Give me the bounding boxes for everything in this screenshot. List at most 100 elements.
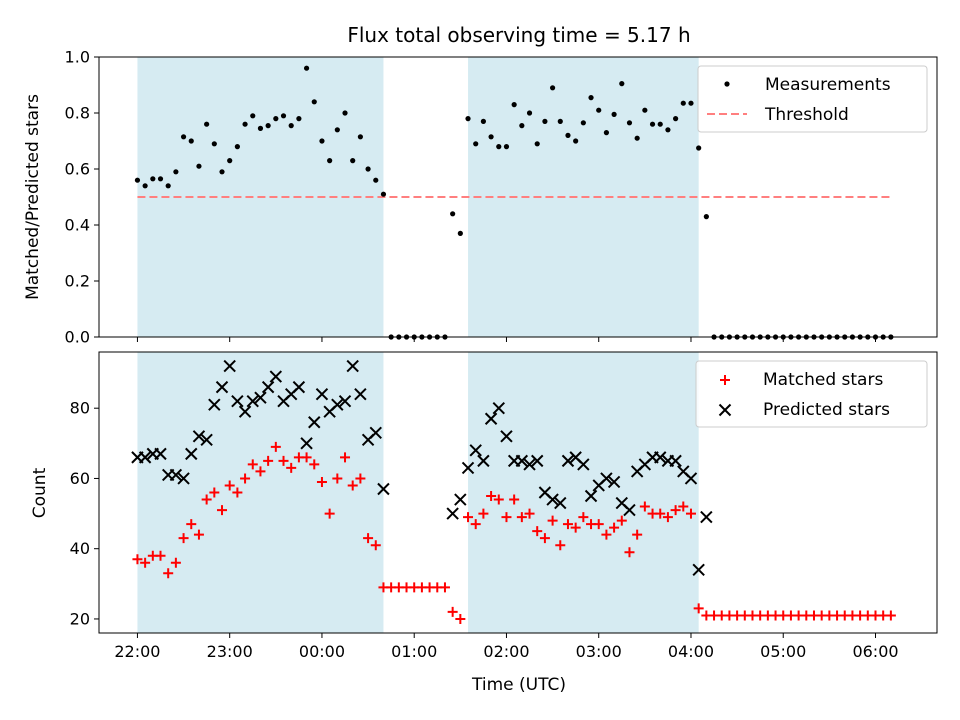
predicted-star-point <box>369 426 382 439</box>
matched-star-point <box>340 452 351 463</box>
predicted-star-point <box>554 496 567 510</box>
matched-star-point <box>286 462 297 473</box>
matched-star-point <box>578 512 589 523</box>
matched-star-point <box>263 455 274 466</box>
measurement-point <box>165 183 171 189</box>
predicted-star-point <box>269 370 283 383</box>
predicted-star-point <box>531 454 544 468</box>
predicted-star-point <box>546 493 559 506</box>
matched-star-point <box>532 526 543 537</box>
predicted-star-point <box>523 458 536 471</box>
predicted-star-point <box>684 472 698 485</box>
matched-star-point <box>601 529 612 540</box>
measurement-point <box>188 138 194 144</box>
matched-star-point <box>885 610 896 621</box>
measurement-point <box>611 111 617 117</box>
chart-title: Flux total observing time = 5.17 h <box>347 23 690 47</box>
matched-star-point <box>163 568 174 579</box>
predicted-star-point <box>700 510 713 524</box>
predicted-star-point <box>238 405 252 418</box>
measurement-point <box>350 158 356 164</box>
matched-star-point <box>463 512 474 523</box>
y-tick-label: 0.6 <box>65 160 90 179</box>
predicted-star-point <box>138 451 152 464</box>
legend-predicted-marker <box>718 403 732 417</box>
measurement-point <box>488 134 494 140</box>
predicted-star-point <box>169 468 183 482</box>
measurement-point <box>180 134 187 140</box>
predicted-star-point <box>223 359 236 373</box>
matched-star-point <box>516 512 527 523</box>
matched-star-point <box>478 508 489 519</box>
predicted-star-point <box>192 430 206 443</box>
x-tick-label: 22:00 <box>114 642 160 661</box>
matched-star-point <box>370 540 381 551</box>
bottom-y-axis-label: Count <box>30 467 50 518</box>
y-tick-label: 0.4 <box>65 216 90 235</box>
predicted-star-point <box>500 430 513 443</box>
measurement-point <box>219 169 225 175</box>
matched-star-point <box>201 494 212 505</box>
axes-frame <box>98 351 938 634</box>
measurement-point <box>542 118 548 124</box>
measurement-point <box>204 121 210 127</box>
measurement-point <box>250 113 256 119</box>
measurement-point <box>265 123 271 129</box>
legend-matched-label: Matched stars <box>763 370 883 390</box>
measurement-point <box>334 127 340 133</box>
x-tick-label: 01:00 <box>391 642 437 661</box>
predicted-star-point <box>484 412 498 425</box>
predicted-star-point <box>561 454 575 468</box>
predicted-star-point <box>577 458 590 471</box>
matched-star-point <box>140 557 151 568</box>
predicted-star-point <box>623 503 636 517</box>
matched-star-point <box>217 505 228 516</box>
measurement-point <box>319 138 325 144</box>
top-legend: Measurements Threshold <box>697 65 928 133</box>
measurement-point <box>534 141 540 147</box>
measurement-point <box>511 102 517 108</box>
matched-star-point <box>278 455 289 466</box>
measurement-point <box>465 116 471 122</box>
predicted-star-point <box>177 472 190 485</box>
predicted-star-point <box>208 398 221 411</box>
predicted-star-point <box>231 394 244 408</box>
shaded-interval <box>137 352 384 633</box>
matched-star-point <box>609 522 620 533</box>
matched-star-point <box>455 613 466 624</box>
measurement-point <box>380 191 387 197</box>
predicted-star-point <box>446 507 459 520</box>
matched-star-point <box>316 476 327 487</box>
matched-star-point <box>486 491 497 502</box>
measurement-point <box>519 123 525 129</box>
measurement-point <box>557 118 563 124</box>
measurement-point <box>150 176 156 182</box>
x-tick-label: 04:00 <box>668 642 714 661</box>
legend-matched-marker <box>720 375 730 385</box>
measurement-point <box>234 144 240 150</box>
measurement-point <box>342 110 348 116</box>
measurement-point <box>273 116 279 122</box>
predicted-star-point <box>331 398 344 411</box>
x-tick-label: 00:00 <box>299 642 345 661</box>
legend-frame <box>697 65 928 133</box>
matched-star-point <box>678 501 689 512</box>
matched-star-point <box>178 533 189 544</box>
legend-predicted-label: Predicted stars <box>763 400 890 420</box>
predicted-star-point <box>338 394 352 408</box>
measurement-point <box>134 177 141 183</box>
measurement-point <box>365 166 371 172</box>
bottom-panel: 20 40 60 80 22:00 23:00 00:00 01:00 02:00 03:00 04… <box>70 351 938 661</box>
measurement-point <box>480 118 487 124</box>
y-tick-label: 0.2 <box>65 272 90 291</box>
predicted-star-point <box>515 454 529 468</box>
y-tick-label: 0.8 <box>65 104 90 123</box>
measurement-point <box>680 100 686 106</box>
matched-star-point <box>524 508 535 519</box>
measurement-point <box>296 116 302 122</box>
predicted-star-point <box>607 475 621 489</box>
matched-star-point <box>624 547 635 558</box>
matched-star-point <box>593 519 604 530</box>
top-y-axis-label: Matched/Predicted stars <box>23 94 43 300</box>
measurement-point <box>311 99 317 105</box>
